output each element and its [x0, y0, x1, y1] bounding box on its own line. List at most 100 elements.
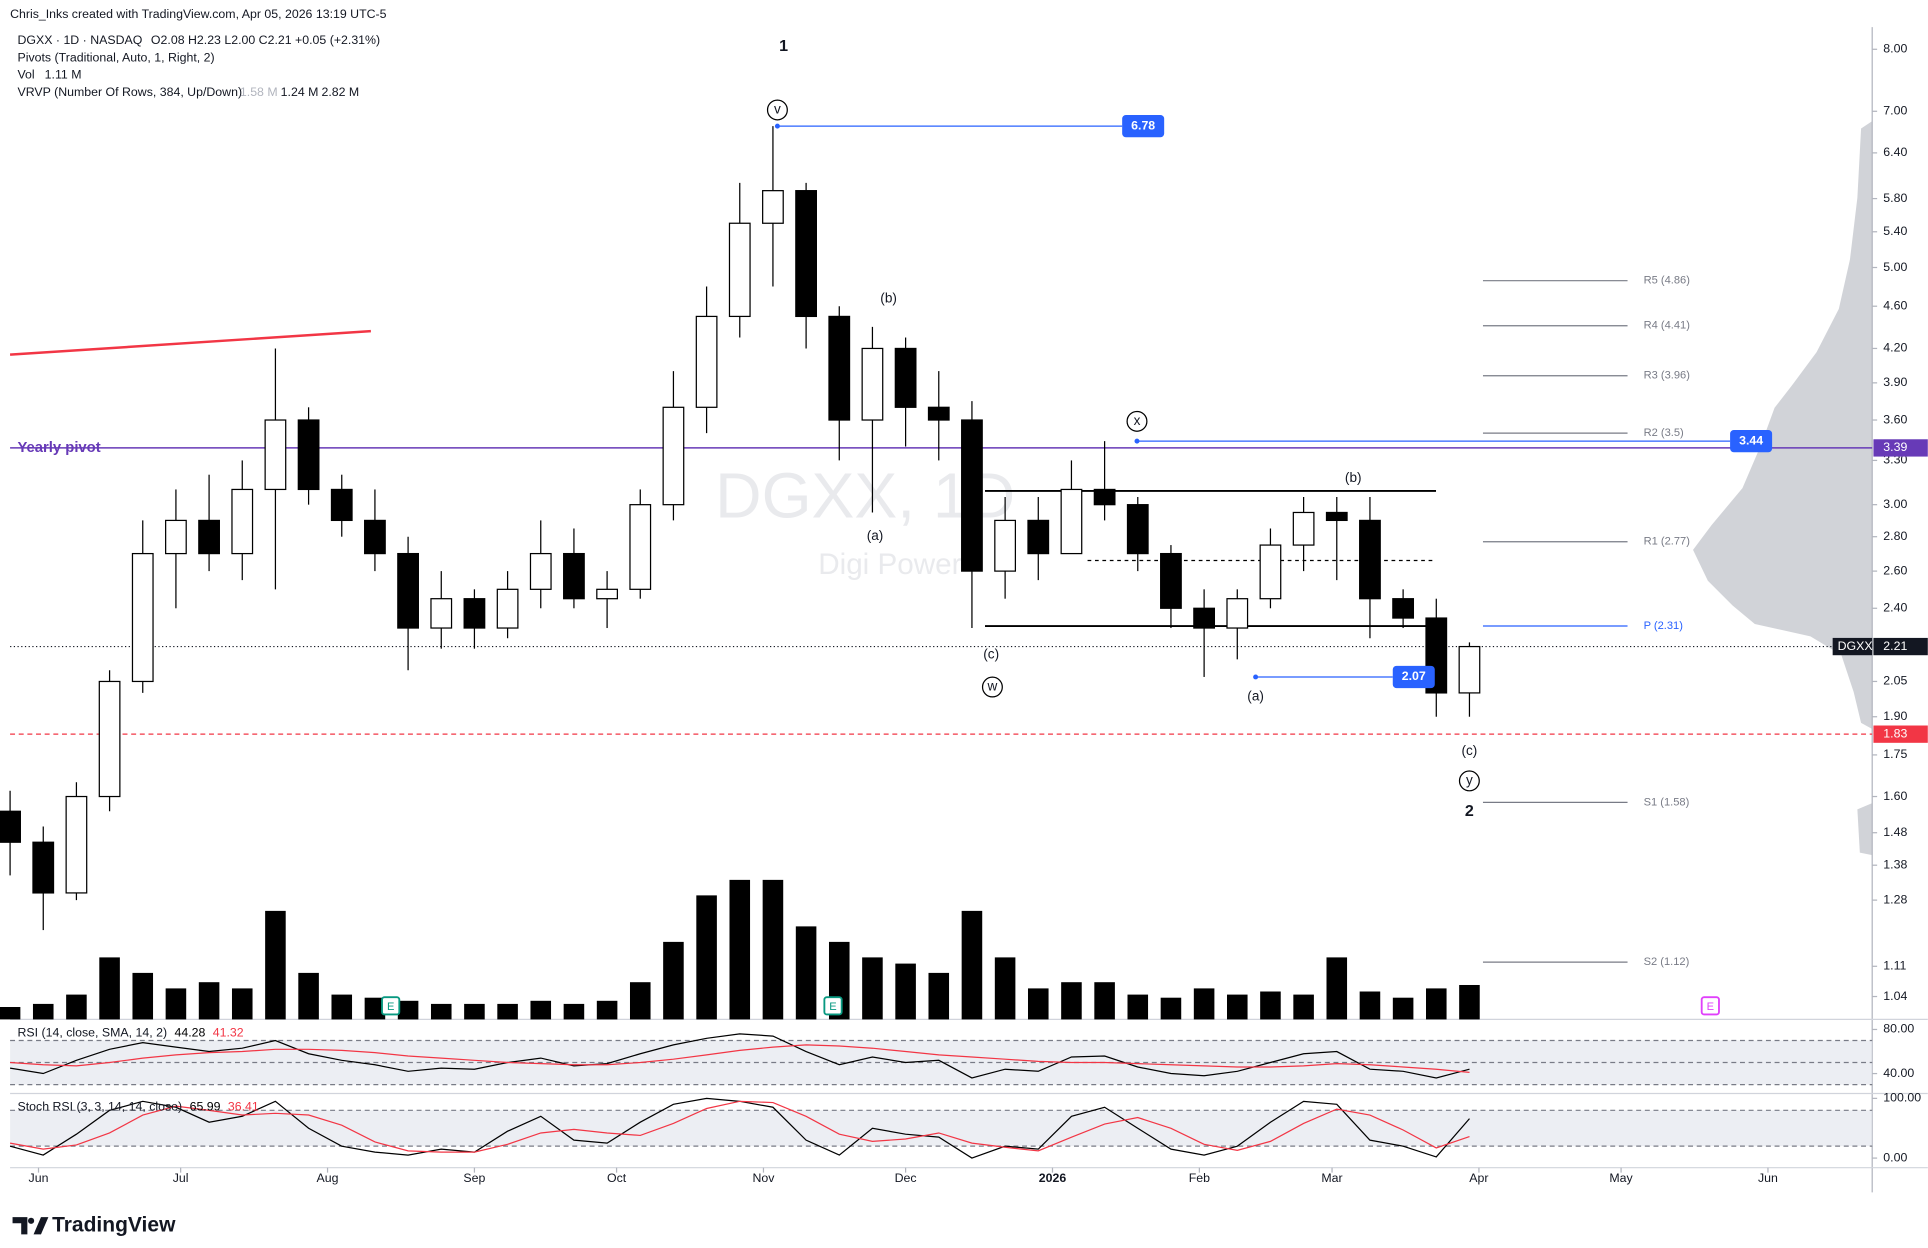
candle-body — [629, 504, 652, 590]
y-tick-label: 1.60 — [1883, 789, 1907, 803]
wave-label: 2 — [1465, 802, 1474, 820]
watermark-name: Digi Power — [818, 548, 961, 581]
volume-profile — [1857, 803, 1873, 856]
indicator-value: 65.99 — [190, 1099, 221, 1113]
callout-box — [1122, 114, 1165, 138]
y-tick-label: 0.00 — [1883, 1150, 1907, 1164]
candle-body — [1458, 645, 1481, 694]
vrvp-value: 1.58 M — [240, 85, 278, 99]
volume-bar — [497, 1003, 518, 1020]
earnings-marker — [823, 996, 843, 1016]
trend-line — [10, 329, 371, 356]
candle-body — [1060, 488, 1083, 555]
volume-bar — [1326, 957, 1348, 1020]
indicator-vrvp: VRVP (Number Of Rows, 384, Up/Down) — [17, 85, 242, 99]
y-tick-label: 3.60 — [1883, 412, 1907, 426]
y-tick-label: 80.00 — [1883, 1022, 1914, 1036]
volume-bar — [795, 926, 817, 1020]
earnings-marker — [381, 996, 401, 1016]
candle-body — [1259, 544, 1282, 600]
pivot-label: S2 (1.12) — [1644, 956, 1690, 968]
candle-body — [397, 552, 419, 629]
candle-body — [1093, 488, 1116, 506]
y-tick-label: 1.90 — [1883, 709, 1907, 723]
callout-box — [1392, 665, 1435, 689]
callout-label: 6.78 — [1131, 118, 1155, 132]
x-tick-label: Dec — [895, 1171, 917, 1185]
volume-bar — [265, 910, 286, 1020]
wave-label: (b) — [880, 291, 897, 306]
price-tag — [1873, 637, 1928, 656]
volume-bar — [1094, 982, 1115, 1020]
price-tag-label: 3.39 — [1883, 440, 1907, 454]
x-tick-label: Feb — [1189, 1171, 1210, 1185]
wave-label: x — [1134, 413, 1141, 428]
indicator-value: 36.41 — [228, 1099, 259, 1113]
price-tag — [1873, 439, 1928, 457]
x-tick-label: 2026 — [1039, 1171, 1067, 1185]
candle-body — [1392, 598, 1415, 619]
wave-label: (c) — [983, 646, 999, 661]
yearly-pivot-label: Yearly pivot — [17, 440, 100, 456]
y-tick-label: 2.40 — [1883, 601, 1907, 615]
candle-body — [695, 315, 718, 408]
volume-bar — [696, 895, 717, 1020]
volume-bar — [132, 972, 154, 1020]
earnings-label: E — [1707, 1001, 1714, 1013]
y-tick-label: 5.00 — [1883, 260, 1907, 274]
y-tick-label: 5.80 — [1883, 191, 1907, 205]
candle-body — [563, 552, 585, 600]
candle-body — [927, 406, 950, 421]
candle-body — [1193, 607, 1216, 629]
volume-bar — [99, 957, 120, 1020]
volume-bar — [1061, 982, 1082, 1020]
volume-bar — [530, 1000, 552, 1020]
candle-body — [297, 419, 320, 491]
pivot-label: R2 (3.5) — [1644, 427, 1684, 439]
wave-circle — [1458, 770, 1480, 792]
volume-bar — [729, 879, 751, 1020]
volume-bar — [364, 997, 386, 1020]
wave-circle — [981, 676, 1003, 698]
volume-bar — [430, 1003, 452, 1020]
header: Chris_Inks created with TradingView.com,… — [10, 7, 387, 21]
x-tick-label: Jun — [29, 1171, 49, 1185]
volume-profile — [1693, 121, 1873, 730]
y-tick-label: 7.00 — [1883, 104, 1907, 118]
x-tick-label: Sep — [463, 1171, 485, 1185]
candle-body — [1359, 519, 1381, 600]
candle-body — [861, 347, 884, 421]
price-tag — [1873, 725, 1928, 743]
callout-label: 2.07 — [1402, 669, 1426, 683]
price-tag-label: 1.83 — [1883, 726, 1907, 740]
y-tick-label: 3.00 — [1883, 497, 1907, 511]
candle-body — [430, 598, 453, 629]
candle-body — [1160, 552, 1182, 609]
y-tick-label: 4.60 — [1883, 298, 1907, 312]
pivot-label: R5 (4.86) — [1644, 275, 1691, 287]
logo: TradingView — [12, 1213, 176, 1236]
volume-bar — [165, 988, 187, 1020]
candle-body — [0, 810, 21, 843]
candle-body — [596, 588, 618, 600]
volume-bar — [1027, 988, 1049, 1020]
callout-anchor — [1134, 438, 1140, 444]
candle-body — [463, 598, 486, 629]
wave-label: (a) — [867, 528, 884, 543]
volume-bar — [198, 982, 220, 1020]
wave-circle — [1126, 410, 1148, 432]
indicator-vol: Vol — [17, 68, 34, 82]
volume-bar — [1293, 994, 1314, 1020]
candle-body — [198, 519, 220, 555]
y-tick-label: 3.90 — [1883, 375, 1907, 389]
candle-body — [1292, 511, 1315, 546]
candle-body — [264, 419, 287, 491]
y-tick-label: 1.11 — [1883, 959, 1906, 973]
logo-mark — [28, 1217, 35, 1224]
volume-bar — [0, 1007, 21, 1020]
y-tick-label: 1.04 — [1883, 989, 1907, 1003]
volume-bar — [298, 972, 319, 1020]
pivot-label: S1 (1.58) — [1644, 796, 1690, 808]
volume-bar — [1226, 994, 1248, 1020]
